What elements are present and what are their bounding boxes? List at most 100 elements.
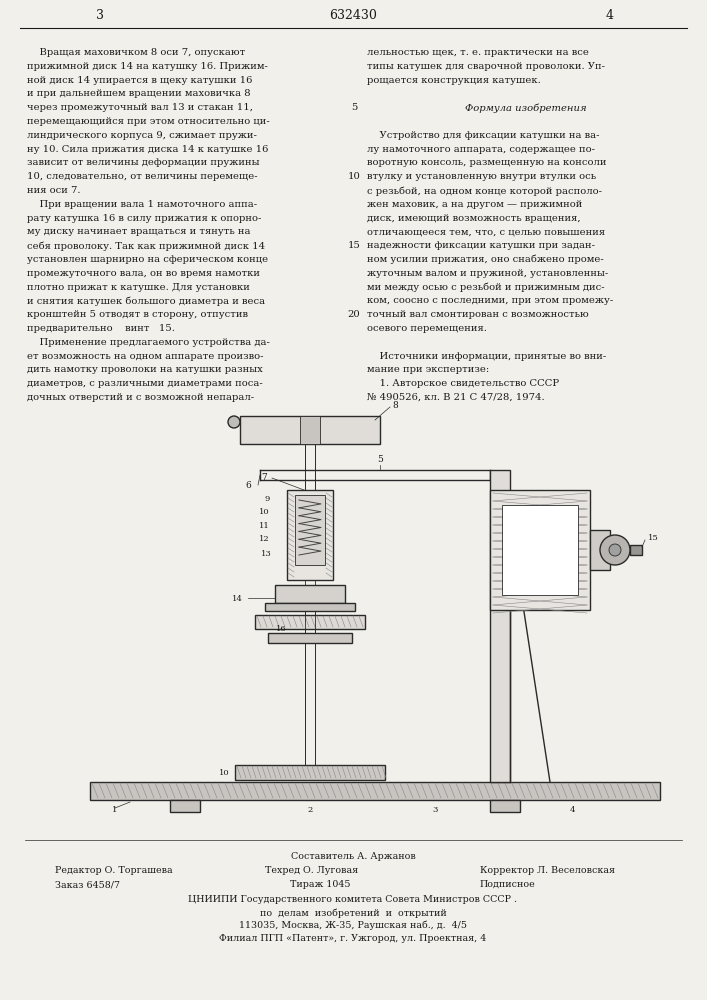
- Text: лельностью щек, т. е. практически на все: лельностью щек, т. е. практически на все: [367, 48, 589, 57]
- Text: 3: 3: [432, 806, 438, 814]
- Text: ком, соосно с последними, при этом промежу-: ком, соосно с последними, при этом проме…: [367, 296, 613, 305]
- Text: диаметров, с различными диаметрами поса-: диаметров, с различными диаметрами поса-: [27, 379, 263, 388]
- Text: Корректор Л. Веселовская: Корректор Л. Веселовская: [480, 866, 615, 875]
- Bar: [300, 416, 320, 444]
- Bar: [170, 800, 200, 812]
- Text: лу намоточного аппарата, содержащее по-: лу намоточного аппарата, содержащее по-: [367, 145, 595, 154]
- Text: предварительно    винт   15.: предварительно винт 15.: [27, 324, 175, 333]
- Text: и снятия катушек большого диаметра и веса: и снятия катушек большого диаметра и вес…: [27, 296, 265, 306]
- Text: прижимной диск 14 на катушку 16. Прижим-: прижимной диск 14 на катушку 16. Прижим-: [27, 62, 268, 71]
- Text: ну 10. Сила прижатия диска 14 к катушке 16: ну 10. Сила прижатия диска 14 к катушке …: [27, 145, 269, 154]
- Circle shape: [600, 535, 630, 565]
- Text: ной диск 14 упирается в щеку катушки 16: ной диск 14 упирается в щеку катушки 16: [27, 76, 252, 85]
- Bar: [295, 495, 325, 565]
- Text: 6: 6: [245, 481, 251, 489]
- Text: 14: 14: [232, 595, 243, 603]
- Text: втулку и установленную внутри втулки ось: втулку и установленную внутри втулки ось: [367, 172, 596, 181]
- Bar: [502, 505, 578, 595]
- Text: ми между осью с резьбой и прижимным дис-: ми между осью с резьбой и прижимным дис-: [367, 283, 604, 292]
- Bar: [90, 782, 660, 800]
- Text: При вращении вала 1 намоточного аппа-: При вращении вала 1 намоточного аппа-: [27, 200, 257, 209]
- Text: дочных отверстий и с возможной непарал-: дочных отверстий и с возможной непарал-: [27, 393, 254, 402]
- Text: ЦНИИПИ Государственного комитета Совета Министров СССР .: ЦНИИПИ Государственного комитета Совета …: [189, 895, 518, 904]
- Bar: [490, 800, 520, 812]
- Text: 10, следовательно, от величины перемеще-: 10, следовательно, от величины перемеще-: [27, 172, 257, 181]
- Text: рощается конструкция катушек.: рощается конструкция катушек.: [367, 76, 541, 85]
- Text: типы катушек для сварочной проволоки. Уп-: типы катушек для сварочной проволоки. Уп…: [367, 62, 605, 71]
- Text: ния оси 7.: ния оси 7.: [27, 186, 81, 195]
- Bar: [275, 585, 345, 603]
- Text: Филиал ПГП «Патент», г. Ужгород, ул. Проектная, 4: Филиал ПГП «Патент», г. Ужгород, ул. Про…: [219, 934, 486, 943]
- Bar: [590, 530, 610, 570]
- Text: Применение предлагаемого устройства да-: Применение предлагаемого устройства да-: [27, 338, 270, 347]
- Bar: [268, 633, 352, 643]
- Text: рату катушка 16 в силу прижатия к опорно-: рату катушка 16 в силу прижатия к опорно…: [27, 214, 262, 223]
- Text: 1: 1: [112, 806, 117, 814]
- Text: надежности фиксации катушки при задан-: надежности фиксации катушки при задан-: [367, 241, 595, 250]
- Text: Подписное: Подписное: [480, 880, 536, 889]
- Text: 8: 8: [392, 400, 398, 410]
- Text: № 490526, кл. В 21 С 47/28, 1974.: № 490526, кл. В 21 С 47/28, 1974.: [367, 393, 544, 402]
- Text: 13: 13: [262, 550, 272, 558]
- Text: Заказ 6458/7: Заказ 6458/7: [55, 880, 120, 889]
- Text: 4: 4: [569, 806, 575, 814]
- Text: Источники информации, принятые во вни-: Источники информации, принятые во вни-: [367, 352, 606, 361]
- Text: 9: 9: [264, 495, 270, 503]
- Bar: [630, 545, 642, 555]
- Text: Редактор О. Торгашева: Редактор О. Торгашева: [55, 866, 173, 875]
- Circle shape: [228, 416, 240, 428]
- Text: по  делам  изобретений  и  открытий: по делам изобретений и открытий: [259, 908, 446, 918]
- Text: 632430: 632430: [329, 9, 377, 22]
- Text: 15: 15: [348, 241, 361, 250]
- Bar: [490, 490, 590, 610]
- Text: с резьбой, на одном конце которой располо-: с резьбой, на одном конце которой распол…: [367, 186, 602, 196]
- Text: жуточным валом и пружиной, установленны-: жуточным валом и пружиной, установленны-: [367, 269, 608, 278]
- Text: Формула изобретения: Формула изобретения: [465, 103, 587, 113]
- Text: Вращая маховичком 8 оси 7, опускают: Вращая маховичком 8 оси 7, опускают: [27, 48, 245, 57]
- Text: себя проволоку. Так как прижимной диск 14: себя проволоку. Так как прижимной диск 1…: [27, 241, 265, 251]
- Text: воротную консоль, размещенную на консоли: воротную консоль, размещенную на консоли: [367, 158, 607, 167]
- Text: 12: 12: [259, 535, 270, 543]
- Text: линдрического корпуса 9, сжимает пружи-: линдрического корпуса 9, сжимает пружи-: [27, 131, 257, 140]
- Text: 10: 10: [259, 508, 270, 516]
- Text: плотно прижат к катушке. Для установки: плотно прижат к катушке. Для установки: [27, 283, 250, 292]
- Text: дить намотку проволоки на катушки разных: дить намотку проволоки на катушки разных: [27, 365, 263, 374]
- Text: Тираж 1045: Тираж 1045: [290, 880, 351, 889]
- Text: диск, имеющий возможность вращения,: диск, имеющий возможность вращения,: [367, 214, 580, 223]
- Text: отличающееся тем, что, с целью повышения: отличающееся тем, что, с целью повышения: [367, 227, 605, 236]
- Text: 3: 3: [96, 9, 104, 22]
- Text: ном усилии прижатия, оно снабжено проме-: ном усилии прижатия, оно снабжено проме-: [367, 255, 604, 264]
- Text: жен маховик, а на другом — прижимной: жен маховик, а на другом — прижимной: [367, 200, 583, 209]
- Bar: [265, 603, 355, 611]
- Text: 2: 2: [308, 806, 312, 814]
- Text: 15: 15: [648, 534, 659, 542]
- Text: кронштейн 5 отводят в сторону, отпустив: кронштейн 5 отводят в сторону, отпустив: [27, 310, 248, 319]
- Bar: [255, 615, 365, 629]
- Text: Устройство для фиксации катушки на ва-: Устройство для фиксации катушки на ва-: [367, 131, 600, 140]
- Text: 20: 20: [348, 310, 361, 319]
- Text: осевого перемещения.: осевого перемещения.: [367, 324, 487, 333]
- Text: через промежуточный вал 13 и стакан 11,: через промежуточный вал 13 и стакан 11,: [27, 103, 253, 112]
- Text: 5: 5: [377, 456, 383, 464]
- Text: зависит от величины деформации пружины: зависит от величины деформации пружины: [27, 158, 259, 167]
- Bar: [287, 490, 333, 580]
- Text: 16: 16: [276, 625, 287, 633]
- Text: 4: 4: [606, 9, 614, 22]
- Bar: [240, 416, 380, 444]
- Text: 11: 11: [259, 522, 270, 530]
- Text: Составитель А. Аржанов: Составитель А. Аржанов: [291, 852, 416, 861]
- Text: 10: 10: [348, 172, 361, 181]
- Text: 10: 10: [219, 769, 230, 777]
- Text: промежуточного вала, он во время намотки: промежуточного вала, он во время намотки: [27, 269, 260, 278]
- Text: 7: 7: [261, 474, 267, 483]
- Bar: [490, 470, 510, 782]
- Bar: [235, 765, 385, 780]
- Text: и при дальнейшем вращении маховичка 8: и при дальнейшем вращении маховичка 8: [27, 89, 250, 98]
- Text: Техред О. Луговая: Техред О. Луговая: [265, 866, 358, 875]
- Text: перемещающийся при этом относительно ци-: перемещающийся при этом относительно ци-: [27, 117, 270, 126]
- Text: 5: 5: [351, 103, 357, 112]
- Text: мание при экспертизе:: мание при экспертизе:: [367, 365, 489, 374]
- Text: му диску начинает вращаться и тянуть на: му диску начинает вращаться и тянуть на: [27, 227, 250, 236]
- Text: точный вал смонтирован с возможностью: точный вал смонтирован с возможностью: [367, 310, 589, 319]
- Text: 1. Авторское свидетельство СССР: 1. Авторское свидетельство СССР: [367, 379, 559, 388]
